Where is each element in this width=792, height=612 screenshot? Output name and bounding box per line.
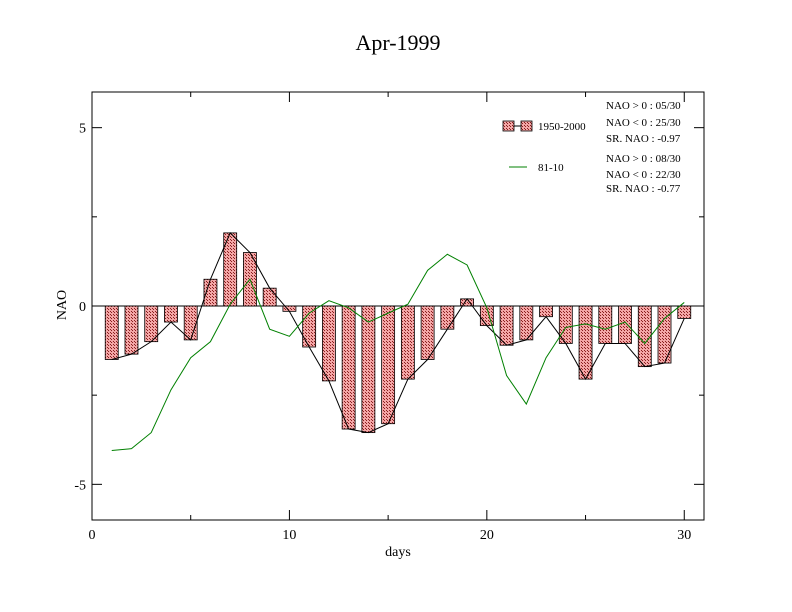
bar-day-11 [302,305,317,348]
legend-item-series-1: 1950-2000 [502,120,586,133]
chart-title: Apr-1999 [355,30,440,55]
y-tick-label: 5 [79,122,86,137]
bar-day-23 [539,305,553,318]
x-tick-label: 30 [677,528,691,543]
stat-line: SR. NAO : -0.97 [606,133,681,145]
legend-item-series-2: 81-10 [509,162,564,174]
bar-day-26 [598,305,613,344]
x-tick-label: 0 [89,528,96,543]
legend-label-series-1: 1950-2000 [538,121,586,133]
stat-line: NAO < 0 : 22/30 [606,169,681,181]
legend-swatch-right [520,120,533,132]
series-1950-2000-line [111,232,685,434]
bar-day-5 [183,305,198,341]
legend-label-series-2: 81-10 [538,162,564,174]
y-tick-label: 0 [79,300,86,315]
stat-line: NAO > 0 : 05/30 [606,100,681,112]
legend-swatch-left [502,120,515,132]
x-tick-label: 20 [480,528,494,543]
series-81-10-line [111,253,685,451]
x-tick-label: 10 [282,528,296,543]
stat-line: SR. NAO : -0.77 [606,183,681,195]
bar-day-4 [164,305,178,323]
bar-day-10 [282,305,297,312]
bar-day-9 [262,287,277,307]
bar-day-1 [104,305,119,360]
x-axis-label: days [385,545,411,560]
stat-line: NAO > 0 : 08/30 [606,153,681,165]
bar-day-3 [144,305,159,343]
legend: 1950-2000 81-10 NAO > 0 : 05/30 NAO < 0 … [502,100,681,195]
y-axis-label: NAO [55,290,70,320]
bar-day-30 [677,305,692,319]
stat-line: NAO < 0 : 25/30 [606,117,681,129]
y-tick-label: -5 [74,478,86,493]
bar-day-2 [124,305,139,355]
bar-day-28 [637,305,652,368]
bar-day-16 [400,305,415,380]
stats-block-series-2: NAO > 0 : 08/30 NAO < 0 : 22/30 SR. NAO … [606,153,681,195]
bar-day-14 [361,305,376,434]
bar-day-12 [322,305,336,382]
stats-block-series-1: NAO > 0 : 05/30 NAO < 0 : 25/30 SR. NAO … [606,100,681,145]
bar-day-27 [618,305,632,344]
bar-day-17 [420,305,435,360]
bar-day-21 [499,305,514,346]
bar-day-25 [578,305,593,380]
bar-day-18 [440,305,455,330]
bar-day-15 [381,305,396,425]
bar-day-13 [341,305,356,430]
